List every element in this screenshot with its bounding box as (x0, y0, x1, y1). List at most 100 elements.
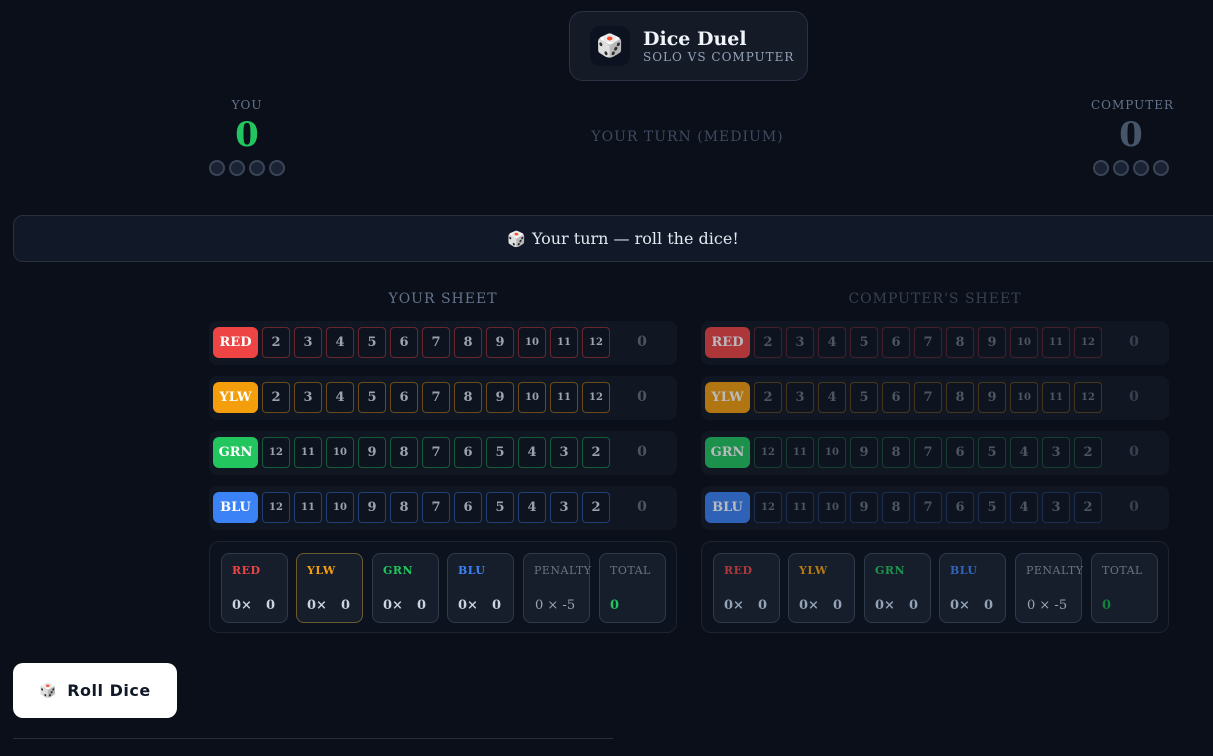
number-cell[interactable]: 2 (582, 492, 610, 523)
number-cell[interactable]: 11 (294, 437, 322, 468)
number-cell: 3 (1042, 492, 1070, 523)
number-cell: 6 (946, 492, 974, 523)
number-cell: 4 (818, 382, 846, 413)
number-cell[interactable]: 2 (262, 382, 290, 413)
number-cell[interactable]: 3 (550, 437, 578, 468)
summary-points: 0 (265, 598, 275, 613)
round-dot (209, 160, 225, 176)
number-cell[interactable]: 8 (454, 382, 482, 413)
summary-count: 0× (950, 598, 970, 613)
number-cell[interactable]: 7 (422, 382, 450, 413)
number-cell[interactable]: 12 (582, 327, 610, 358)
app-title: Dice Duel (643, 28, 747, 50)
number-cell: 8 (882, 492, 910, 523)
number-cell: 9 (978, 327, 1006, 358)
number-cell[interactable]: 3 (550, 492, 578, 523)
number-cell[interactable]: 11 (550, 382, 578, 413)
row-color-badge: RED (705, 327, 750, 358)
number-cell[interactable]: 10 (518, 382, 546, 413)
number-cell[interactable]: 3 (294, 327, 322, 358)
row-score: 0 (1129, 499, 1139, 515)
number-cell: 12 (1074, 327, 1102, 358)
number-cell[interactable]: 7 (422, 327, 450, 358)
player-computer-label: COMPUTER (1091, 98, 1175, 112)
number-cell[interactable]: 6 (390, 327, 418, 358)
player-computer-round-dots (1091, 160, 1171, 176)
number-cell: 5 (850, 382, 878, 413)
divider (13, 738, 613, 739)
number-cell[interactable]: 7 (422, 437, 450, 468)
sheet-row-yellow: YLW 2 3 4 5 6 7 8 9 10 11 12 0 (209, 376, 677, 420)
summary-label: GRN (875, 564, 906, 577)
sheet-row-red: RED 2 3 4 5 6 7 8 9 10 11 12 0 (209, 321, 677, 365)
number-cell: 6 (882, 327, 910, 358)
sheet-row-blue: BLU 12 11 10 9 8 7 6 5 4 3 2 0 (209, 486, 677, 530)
number-cell[interactable]: 2 (582, 437, 610, 468)
summary-count: 0× (724, 598, 744, 613)
number-cell[interactable]: 6 (390, 382, 418, 413)
number-cell: 4 (818, 327, 846, 358)
number-cell[interactable]: 12 (582, 382, 610, 413)
number-cell[interactable]: 12 (262, 437, 290, 468)
number-cell[interactable]: 5 (358, 382, 386, 413)
number-cell[interactable]: 3 (294, 382, 322, 413)
summary-penalty: PENALTY 0 × -5 (1015, 553, 1083, 623)
number-cell[interactable]: 9 (358, 492, 386, 523)
round-dot (1113, 160, 1129, 176)
summary-points: 0 (340, 598, 350, 613)
summary-value: 0× 0 (724, 598, 767, 613)
number-cell[interactable]: 4 (326, 327, 354, 358)
number-cell[interactable]: 4 (518, 492, 546, 523)
row-score: 0 (637, 499, 647, 515)
summary-green: GRN 0× 0 (372, 553, 439, 623)
number-cell: 9 (978, 382, 1006, 413)
summary-total: TOTAL 0 (599, 553, 666, 623)
summary-points: 0 (832, 598, 842, 613)
number-cell[interactable]: 5 (486, 437, 514, 468)
penalty-value: 0 × -5 (1027, 598, 1068, 613)
number-cell[interactable]: 5 (358, 327, 386, 358)
number-cell[interactable]: 2 (262, 327, 290, 358)
number-cell[interactable]: 10 (326, 492, 354, 523)
number-cell[interactable]: 8 (390, 492, 418, 523)
total-value: 0 (610, 598, 620, 613)
summary-count: 0× (383, 598, 403, 613)
number-cell: 2 (754, 382, 782, 413)
number-cell: 6 (946, 437, 974, 468)
number-cell[interactable]: 9 (486, 382, 514, 413)
number-cell[interactable]: 11 (294, 492, 322, 523)
number-cell[interactable]: 4 (518, 437, 546, 468)
total-value: 0 (1102, 598, 1112, 613)
summary-label: RED (232, 564, 261, 577)
number-cell[interactable]: 5 (486, 492, 514, 523)
number-cell[interactable]: 7 (422, 492, 450, 523)
number-cell: 2 (754, 327, 782, 358)
round-dot (269, 160, 285, 176)
number-cell: 11 (786, 437, 814, 468)
number-cell[interactable]: 12 (262, 492, 290, 523)
summary-penalty: PENALTY 0 × -5 (523, 553, 591, 623)
summary-yellow: YLW 0× 0 (788, 553, 855, 623)
number-cell[interactable]: 6 (454, 437, 482, 468)
number-cell[interactable]: 10 (326, 437, 354, 468)
number-cell[interactable]: 11 (550, 327, 578, 358)
number-cell: 12 (754, 437, 782, 468)
summary-value: 0× 0 (383, 598, 426, 613)
summary-count: 0× (875, 598, 895, 613)
number-cell[interactable]: 4 (326, 382, 354, 413)
number-cell: 5 (978, 437, 1006, 468)
number-cell[interactable]: 9 (358, 437, 386, 468)
number-cell[interactable]: 10 (518, 327, 546, 358)
roll-dice-button[interactable]: 🎲 Roll Dice (13, 663, 177, 718)
summary-points: 0 (983, 598, 993, 613)
number-cell[interactable]: 8 (390, 437, 418, 468)
number-cell[interactable]: 9 (486, 327, 514, 358)
row-score: 0 (1129, 389, 1139, 405)
number-cell: 9 (850, 492, 878, 523)
number-cell: 7 (914, 382, 942, 413)
row-color-badge: GRN (213, 437, 258, 468)
number-cell[interactable]: 8 (454, 327, 482, 358)
app-title-block: Dice Duel SOLO VS COMPUTER (643, 28, 794, 64)
summary-value: 0× 0 (799, 598, 842, 613)
number-cell[interactable]: 6 (454, 492, 482, 523)
